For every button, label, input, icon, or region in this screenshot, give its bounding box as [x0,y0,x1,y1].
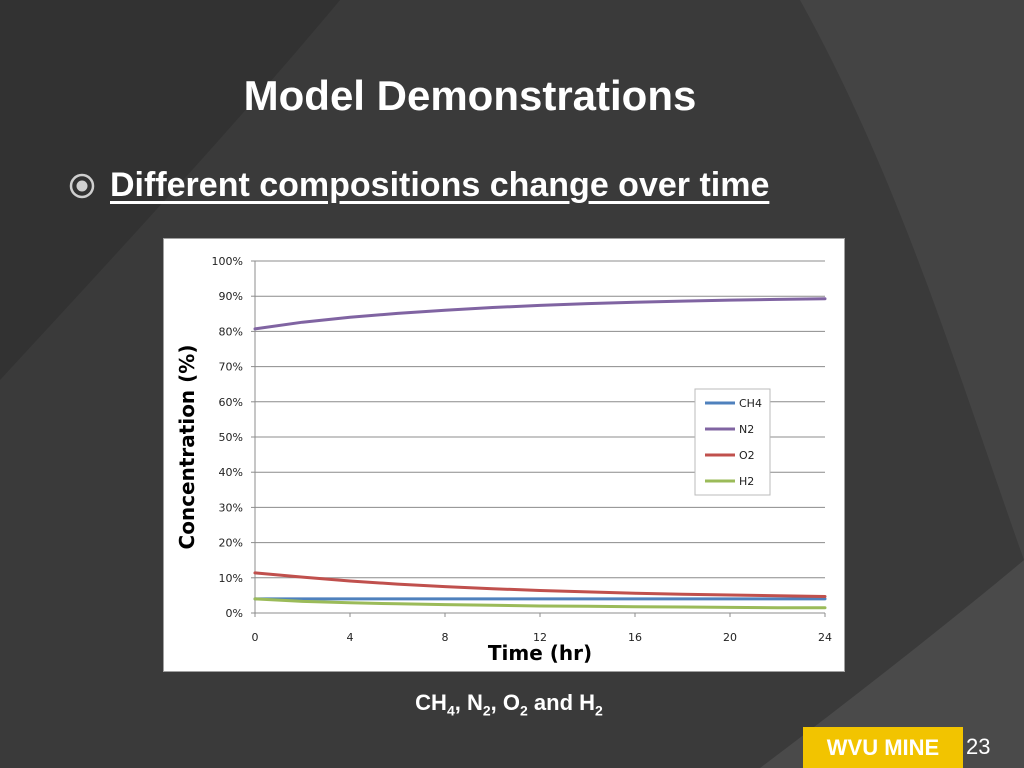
x-tick-label: 24 [818,631,832,644]
caption-part: CH [415,690,447,715]
y-tick-label: 80% [219,325,243,338]
footer-badge: WVU MINE [803,727,963,768]
y-tick-label: 50% [219,431,243,444]
chart-caption: CH4, N2, O2 and H2 [0,690,1018,718]
y-tick-labels: 0% 10% 20% 30% 40% 50% 60% 70% 80% 90% 100% [212,255,243,620]
series-lines [253,297,827,610]
x-tick-label: 0 [252,631,259,644]
x-tick-label: 16 [628,631,642,644]
caption-subscript: 2 [482,702,491,719]
chart-container: 0% 10% 20% 30% 40% 50% 60% 70% 80% 90% 100% 0 4 8 12 1… [163,238,845,672]
y-tick-label: 20% [219,537,243,550]
caption-part: , O [490,690,520,715]
circle-target-icon [69,173,95,198]
x-tick-label: 8 [442,631,449,644]
slide-title: Model Demonstrations [243,72,697,119]
series-line-n2 [253,297,827,331]
legend-label: O2 [739,449,755,462]
legend-box [694,388,771,496]
caption-subscript: 4 [446,702,455,719]
x-tick-label: 12 [533,631,547,644]
y-tick-label: 70% [219,361,243,374]
x-tick-labels: 0 4 8 12 16 20 24 [252,631,833,644]
bullet-row: Different compositions change over time [68,166,769,205]
legend: CH4 N2 O2 H2 [694,388,771,496]
y-tick-label: 0% [226,607,243,620]
y-tick-label: 30% [219,501,243,514]
legend-label: H2 [739,475,754,488]
line-chart: 0% 10% 20% 30% 40% 50% 60% 70% 80% 90% 100% 0 4 8 12 1… [175,255,833,665]
series-line-o2 [253,571,827,598]
x-tick-label: 4 [347,631,354,644]
caption-part: and H [527,690,596,715]
x-axis-label: Time (hr) [488,641,592,665]
y-tick-label: 90% [219,290,243,303]
legend-label: CH4 [739,397,762,410]
y-tick-label: 100% [212,255,243,268]
y-axis-label: Concentration (%) [175,345,199,550]
series-line-h2 [253,597,827,610]
y-tick-label: 60% [219,396,243,409]
page-number: 23 [966,734,991,759]
y-tick-label: 10% [219,572,243,585]
bullet-text: Different compositions change over time [110,166,770,204]
x-tick-label: 20 [723,631,737,644]
legend-label: N2 [739,423,754,436]
caption-part: , N [454,690,483,715]
caption-subscript: 2 [520,702,528,719]
y-tick-label: 40% [219,466,243,479]
caption-subscript: 2 [595,702,603,719]
gridlines [251,260,826,617]
